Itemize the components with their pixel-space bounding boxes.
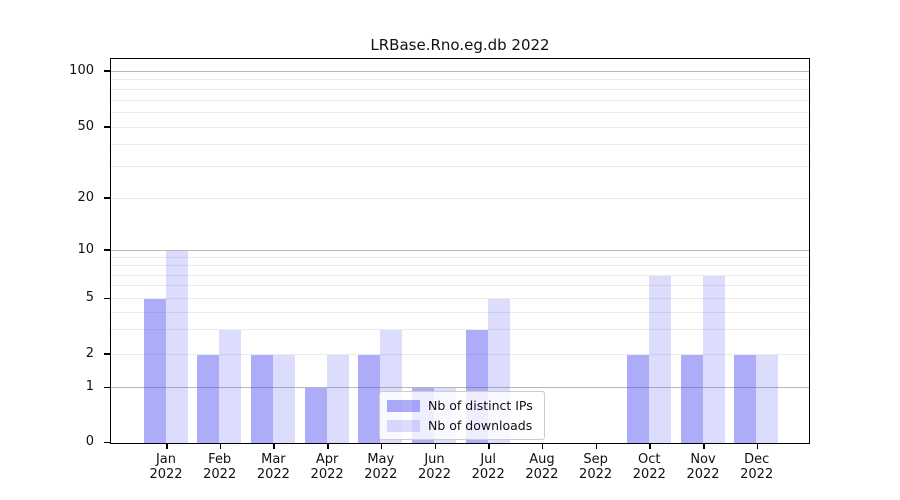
x-tick-label-aug: Aug 2022 [525,452,559,482]
y-tick-label-1: 1 [85,379,94,395]
x-tick-oct [649,444,651,449]
bar-downloads-apr [326,354,349,443]
y-tick-20 [104,197,110,199]
x-tick-mar [273,444,275,449]
bar-ips-mar [250,354,273,443]
legend-swatch-downloads [387,419,420,432]
gridline-minor-3 [111,329,809,331]
y-tick-label-2: 2 [85,345,94,361]
y-tick-label-50: 50 [77,118,94,134]
legend-item-ips: Nb of distinct IPs [387,398,536,413]
x-tick-label-jun: Jun 2022 [417,452,452,482]
y-tick-10 [104,249,110,251]
gridlines-layer [111,59,809,443]
x-tick-label-apr: Apr 2022 [310,452,344,482]
x-tick-label-sep: Sep 2022 [579,452,613,482]
gridline-minor-9 [111,256,809,258]
gridline-major-1 [111,387,809,389]
x-tick-label-jul: Jul 2022 [471,452,505,482]
x-tick-jul [488,444,490,449]
gridline-minor-70 [111,99,809,101]
bar-ips-oct [626,354,649,443]
x-tick-nov [703,444,705,449]
bar-ips-jan [143,299,166,443]
bars-layer [111,59,809,443]
gridline-minor-7 [111,274,809,276]
chart-title: LRBase.Rno.eg.db 2022 [370,36,550,54]
gridline-minor-5 [111,298,809,300]
x-tick-label-oct: Oct 2022 [632,452,666,482]
legend-label-downloads: Nb of downloads [428,418,533,433]
x-tick-dec [756,444,759,449]
y-tick-0 [104,441,110,443]
x-tick-sep [595,444,598,449]
plot-area: Nb of distinct IPs Nb of downloads [110,58,810,444]
x-tick-label-dec: Dec 2022 [740,452,774,482]
gridline-major-100 [111,70,809,72]
x-tick-aug [541,444,544,449]
y-tick-1 [104,386,110,389]
legend-label-ips: Nb of distinct IPs [428,398,533,413]
gridline-minor-8 [111,265,809,267]
bar-ips-feb [197,354,220,443]
gridline-minor-50 [111,126,809,128]
bar-ips-apr [304,388,327,443]
bar-downloads-mar [272,354,295,443]
legend-item-downloads: Nb of downloads [387,418,536,433]
x-tick-label-jan: Jan 2022 [149,452,183,482]
y-tick-label-20: 20 [77,189,94,205]
legend-swatch-ips [387,399,420,412]
gridline-minor-20 [111,197,809,199]
gridline-minor-30 [111,166,809,168]
x-tick-jan [166,444,168,449]
x-tick-feb [219,444,222,449]
gridline-minor-60 [111,111,809,113]
gridline-major-10 [111,249,809,251]
gridline-minor-80 [111,88,809,90]
x-axis: Jan 2022 Feb 2022 Mar 2022 Apr 2022 May 2022… [110,444,810,494]
y-tick-label-100: 100 [69,62,94,78]
gridline-minor-2 [111,353,809,355]
bar-ips-may [358,354,381,443]
gridline-minor-40 [111,143,809,145]
y-axis: 0 1 2 5 10 20 50 100 [0,58,110,449]
bar-downloads-dec [756,354,779,443]
x-tick-label-mar: Mar 2022 [256,452,290,482]
y-tick-100 [104,70,110,72]
x-tick-may [380,444,383,449]
bar-downloads-oct [648,275,671,443]
bar-downloads-jan [165,250,188,443]
y-tick-50 [104,126,110,128]
y-tick-5 [104,297,110,300]
x-tick-label-feb: Feb 2022 [203,452,237,482]
bar-downloads-feb [219,330,242,443]
gridline-minor-6 [111,285,809,287]
gridline-minor-4 [111,311,809,313]
y-tick-2 [104,353,110,355]
x-tick-apr [327,444,329,449]
bar-downloads-nov [702,275,725,443]
y-tick-label-10: 10 [77,241,94,257]
y-tick-label-5: 5 [85,290,94,306]
legend: Nb of distinct IPs Nb of downloads [379,391,545,440]
gridline-minor-90 [111,79,809,81]
bar-ips-dec [734,354,757,443]
bar-ips-nov [680,354,703,443]
x-tick-jun [434,444,436,449]
x-tick-label-nov: Nov 2022 [686,452,720,482]
y-tick-label-0: 0 [85,434,94,449]
x-tick-label-may: May 2022 [364,452,398,482]
